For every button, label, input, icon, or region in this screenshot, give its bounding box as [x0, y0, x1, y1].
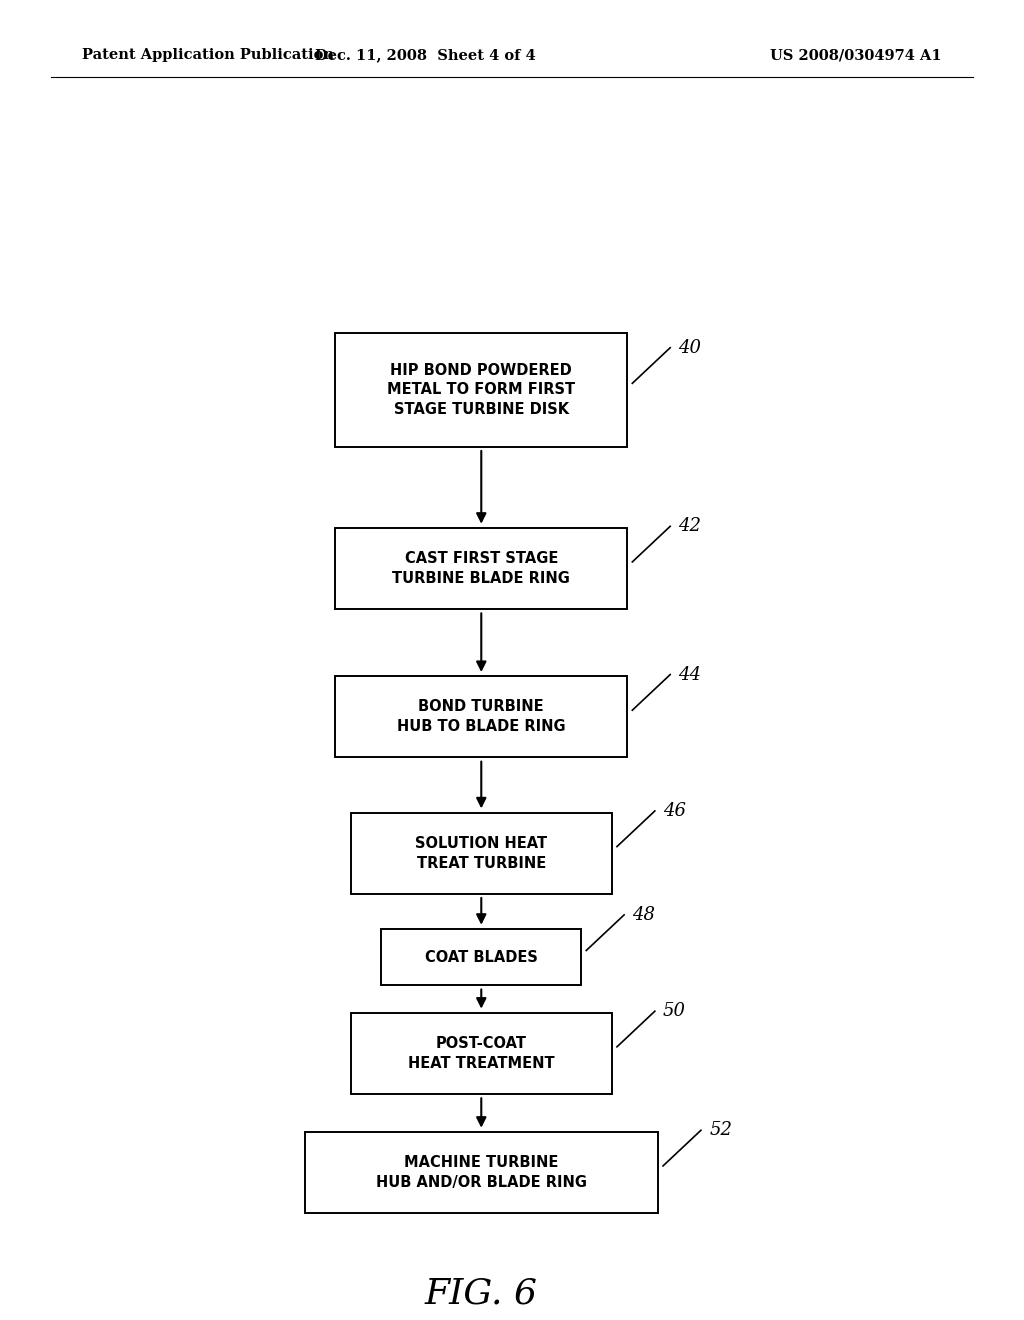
Text: 52: 52: [709, 1121, 732, 1139]
Text: COAT BLADES: COAT BLADES: [425, 949, 538, 965]
Text: Dec. 11, 2008  Sheet 4 of 4: Dec. 11, 2008 Sheet 4 of 4: [314, 49, 536, 62]
Text: 46: 46: [664, 803, 686, 820]
Text: 48: 48: [633, 906, 655, 924]
Text: CAST FIRST STAGE
TURBINE BLADE RING: CAST FIRST STAGE TURBINE BLADE RING: [392, 552, 570, 586]
Text: HIP BOND POWDERED
METAL TO FORM FIRST
STAGE TURBINE DISK: HIP BOND POWDERED METAL TO FORM FIRST ST…: [387, 363, 575, 417]
Text: BOND TURBINE
HUB TO BLADE RING: BOND TURBINE HUB TO BLADE RING: [397, 700, 565, 734]
Text: SOLUTION HEAT
TREAT TURBINE: SOLUTION HEAT TREAT TURBINE: [415, 836, 548, 871]
Text: MACHINE TURBINE
HUB AND/OR BLADE RING: MACHINE TURBINE HUB AND/OR BLADE RING: [376, 1155, 587, 1189]
Bar: [350, 813, 611, 894]
Bar: [381, 929, 581, 985]
Text: POST-COAT
HEAT TREATMENT: POST-COAT HEAT TREATMENT: [408, 1036, 555, 1071]
Bar: [336, 676, 627, 758]
Bar: [305, 1133, 657, 1213]
Bar: [336, 528, 627, 609]
Text: US 2008/0304974 A1: US 2008/0304974 A1: [770, 49, 942, 62]
Text: 40: 40: [678, 339, 701, 356]
Text: 50: 50: [664, 1002, 686, 1020]
Text: Patent Application Publication: Patent Application Publication: [82, 49, 334, 62]
Text: 42: 42: [678, 517, 701, 536]
Bar: [350, 1012, 611, 1094]
Text: 44: 44: [678, 665, 701, 684]
Bar: [336, 333, 627, 446]
Text: FIG. 6: FIG. 6: [425, 1276, 538, 1311]
